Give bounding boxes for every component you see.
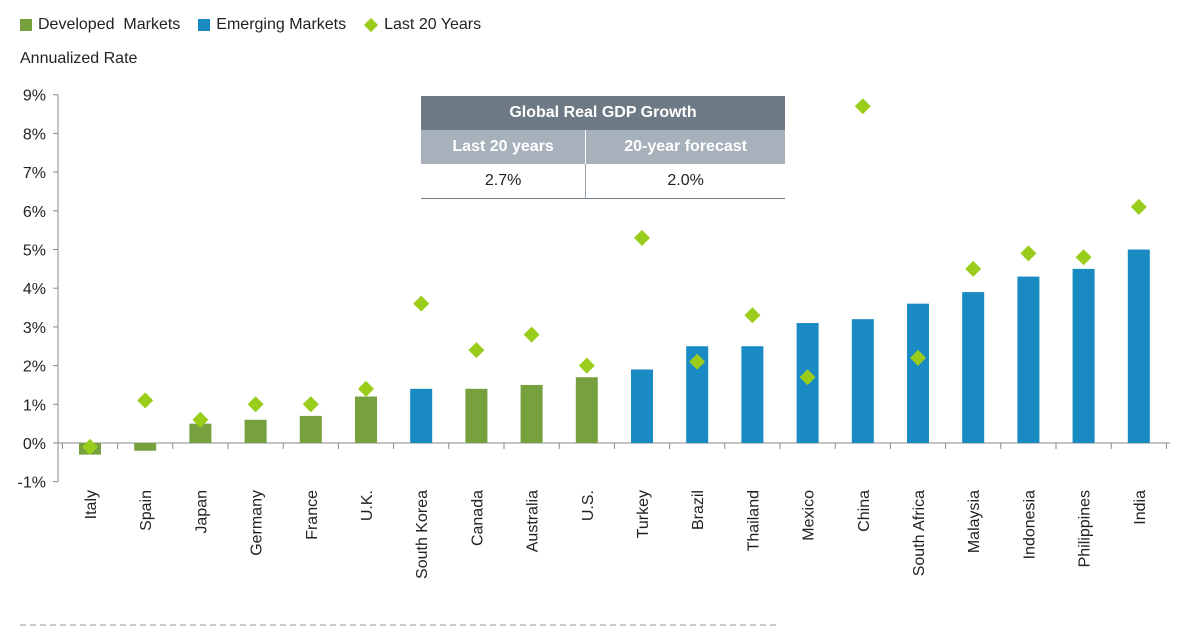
x-tick-label: Canada — [469, 490, 486, 546]
last20-diamond-thailand — [744, 307, 761, 324]
last20-diamond-turkey — [634, 229, 650, 246]
y-axis-label: Annualized Rate — [20, 50, 138, 67]
last20-diamond-canada — [468, 342, 485, 359]
bar-turkey — [631, 369, 653, 443]
bar-japan — [189, 423, 212, 443]
x-tick-label: Japan — [193, 490, 210, 534]
x-tick-label: Turkey — [635, 490, 652, 538]
gdp-table-title: Global Real GDP Growth — [421, 96, 785, 130]
x-tick-label: South Korea — [414, 490, 431, 579]
legend-label-developed: Developed Markets — [38, 16, 181, 33]
y-tick-label: 3% — [23, 320, 46, 337]
last20-diamond-indonesia — [1020, 245, 1037, 262]
bar-south-korea — [410, 388, 433, 443]
y-tick-label: 5% — [23, 243, 46, 260]
chart-legend: Developed Markets Emerging Markets Last … — [20, 16, 481, 34]
bar-canada — [465, 388, 488, 443]
gdp-growth-table: Global Real GDP Growth Last 20 years 20-… — [421, 96, 785, 199]
x-tick-label: U.K. — [359, 490, 376, 521]
last20-diamond-u-k- — [358, 380, 374, 397]
y-tick-label: 2% — [23, 359, 46, 376]
x-tick-label: Malaysia — [966, 490, 983, 553]
x-tick-label: Mexico — [801, 490, 818, 541]
x-tick-label: U.S. — [580, 490, 597, 521]
last20-diamond-france — [302, 396, 319, 413]
legend-item-developed: Developed Markets — [20, 16, 180, 34]
y-tick-label: 0% — [23, 436, 46, 453]
last20-diamond-mexico — [799, 369, 816, 386]
last20-diamond-japan — [192, 411, 209, 428]
y-tick-label: 9% — [23, 88, 46, 105]
bar-france — [299, 415, 322, 443]
y-tick-label: 6% — [23, 204, 46, 221]
y-tick-label: 1% — [23, 397, 46, 414]
bar-australia — [520, 384, 543, 443]
last20-diamond-philippines — [1075, 249, 1092, 266]
last20-diamond-south-africa — [910, 349, 926, 366]
y-tick-label: 8% — [23, 126, 46, 143]
x-tick-label: Australia — [525, 490, 542, 552]
last20-diamond-u-s- — [578, 357, 595, 374]
y-tick-label: -1% — [18, 475, 46, 492]
gdp-table-col2-header: 20-year forecast — [585, 130, 785, 164]
gdp-table-col2-value: 2.0% — [585, 164, 785, 199]
x-tick-label: Thailand — [745, 490, 762, 551]
bar-u-s- — [575, 377, 598, 443]
bar-thailand — [741, 346, 764, 443]
x-tick-label: South Africa — [911, 490, 928, 576]
bar-philippines — [1072, 268, 1095, 443]
last20-diamond-india — [1130, 198, 1147, 215]
last20-diamond-spain — [137, 392, 154, 409]
gdp-table-col1-header: Last 20 years — [421, 130, 586, 164]
bar-malaysia — [962, 292, 985, 443]
x-tick-label: France — [304, 490, 321, 540]
bar-china — [851, 319, 874, 443]
last20-diamond-australia — [523, 326, 540, 343]
last20-diamond-malaysia — [965, 260, 982, 277]
x-tick-label: India — [1132, 490, 1149, 525]
bar-south-africa — [907, 303, 929, 443]
legend-label-emerging: Emerging Markets — [216, 16, 347, 33]
legend-label-last20: Last 20 Years — [384, 16, 482, 33]
x-tick-label: Brazil — [690, 490, 707, 530]
footer-divider — [20, 624, 780, 626]
last20-diamond-south-korea — [413, 295, 430, 312]
developed-swatch — [20, 19, 32, 31]
x-tick-label: Germany — [249, 490, 266, 556]
x-tick-label: China — [856, 490, 873, 532]
x-tick-label: Philippines — [1077, 490, 1094, 567]
x-tick-label: Indonesia — [1021, 490, 1038, 559]
last20-diamond-brazil — [689, 353, 706, 370]
x-tick-label: Italy — [83, 490, 100, 519]
bar-spain — [134, 443, 157, 451]
last20-diamond-germany — [247, 396, 264, 413]
y-tick-label: 4% — [23, 281, 46, 298]
bar-india — [1127, 249, 1150, 443]
gdp-table-col1-value: 2.7% — [421, 164, 586, 199]
x-tick-label: Spain — [138, 490, 155, 531]
bar-brazil — [686, 346, 709, 443]
bar-indonesia — [1017, 276, 1040, 443]
emerging-swatch — [198, 19, 211, 31]
legend-item-last20: Last 20 Years — [364, 16, 481, 34]
legend-item-emerging: Emerging Markets — [198, 16, 346, 34]
bar-germany — [244, 419, 267, 443]
bar-u-k- — [355, 396, 377, 443]
last20-diamond-china — [854, 98, 871, 115]
last20-diamond-italy — [82, 438, 98, 455]
y-tick-label: 7% — [23, 165, 46, 182]
